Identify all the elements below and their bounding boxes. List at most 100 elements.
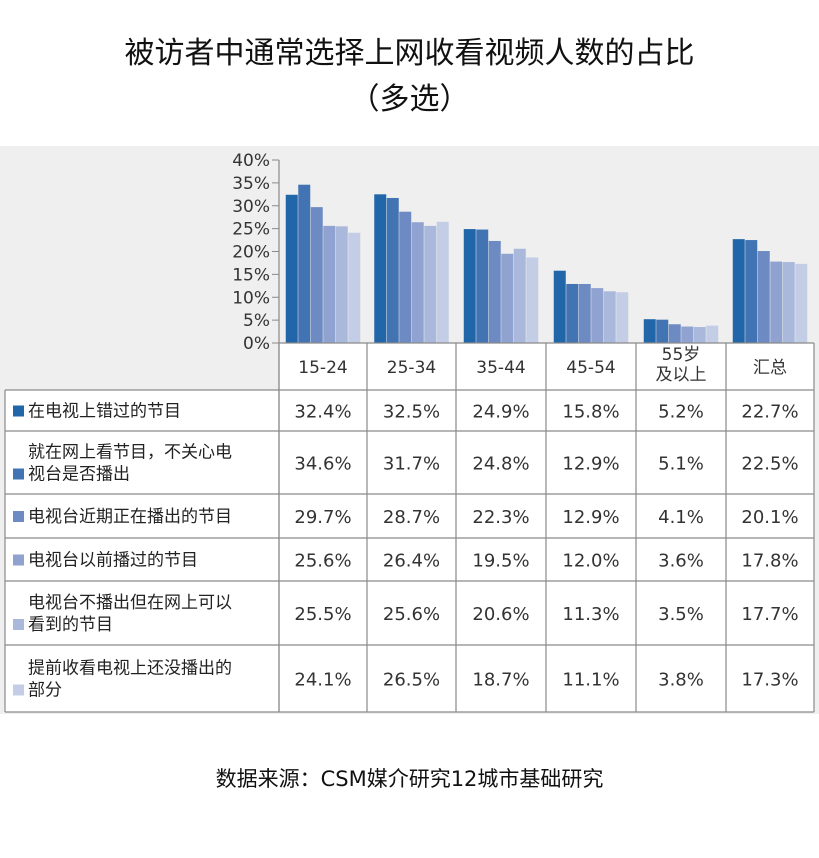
series-name-label: 电视台以前播过的节目 (28, 551, 198, 571)
data-cell-value: 12.9% (562, 454, 619, 475)
y-tick-label: 5% (243, 311, 270, 331)
data-cell-value: 3.5% (658, 604, 704, 625)
y-tick-label: 40% (232, 151, 270, 171)
bar (553, 270, 566, 343)
chart-title-line1: 被访者中通常选择上网收看视频人数的占比 (124, 36, 695, 71)
data-cell-value: 11.1% (562, 670, 619, 691)
data-cell-value: 24.1% (294, 670, 351, 691)
bar (782, 262, 795, 343)
y-tick-label: 0% (243, 334, 270, 354)
bar (643, 319, 656, 343)
bar (681, 326, 694, 343)
data-cell-value: 32.5% (383, 402, 440, 423)
x-category-label: 45-54 (566, 358, 615, 378)
source-note: 数据来源：CSM媒介研究12城市基础研究 (215, 767, 604, 791)
series-name-label: 看到的节目 (28, 615, 113, 635)
chart-title-line2: （多选） (349, 82, 470, 117)
x-category-label: 25-34 (387, 358, 436, 378)
series-name-label: 部分 (28, 681, 62, 701)
data-cell-value: 17.8% (741, 551, 798, 572)
chart-panel: 0% 5% 10% 15% 20% 25% 30% 35% 40% 15-24 25-34 35-44… (0, 146, 819, 714)
y-tick-label: 25% (232, 220, 270, 240)
bar (795, 263, 808, 343)
data-cell-value: 22.7% (741, 402, 798, 423)
bar (411, 222, 424, 343)
bar (374, 194, 387, 343)
series-name-label: 就在网上看节目，不关心电 (28, 443, 232, 463)
data-cell-value: 20.6% (472, 604, 529, 625)
bar (399, 211, 412, 343)
data-cell-value: 25.5% (294, 604, 351, 625)
bar (668, 324, 681, 343)
bar (323, 225, 336, 343)
legend-swatch (13, 619, 24, 630)
data-cell-value: 28.7% (383, 507, 440, 528)
bar (616, 292, 629, 343)
y-tick-label: 10% (232, 288, 270, 308)
legend-swatch (13, 468, 24, 480)
data-cell-value: 11.3% (562, 604, 619, 625)
data-cell-value: 25.6% (383, 604, 440, 625)
data-cell-value: 12.9% (562, 507, 619, 528)
data-cell-value: 26.5% (383, 670, 440, 691)
bar (591, 288, 604, 343)
data-cell-value: 17.7% (741, 604, 798, 625)
data-cell-value: 4.1% (658, 507, 704, 528)
data-cell-value: 31.7% (383, 454, 440, 475)
data-cell-value: 5.1% (658, 454, 704, 475)
data-cell-value: 18.7% (472, 670, 529, 691)
table-corner (5, 343, 279, 390)
bar (476, 229, 489, 343)
legend-swatch (13, 405, 24, 417)
data-cell-value: 22.5% (741, 454, 798, 475)
bar (745, 240, 758, 343)
bar (757, 251, 770, 343)
bar (298, 184, 311, 343)
data-cell-value: 24.8% (472, 454, 529, 475)
legend-swatch (13, 684, 24, 696)
x-category-label: 35-44 (476, 358, 525, 378)
series-name-label: 在电视上错过的节目 (28, 402, 181, 422)
data-cell-value: 19.5% (472, 551, 529, 572)
legend-swatch (13, 511, 24, 522)
bar (770, 261, 783, 343)
bar (706, 325, 719, 343)
data-cell-value: 3.6% (658, 551, 704, 572)
legend-swatch (13, 554, 24, 566)
bar (566, 283, 579, 343)
bar (526, 257, 539, 343)
data-cell-value: 34.6% (294, 454, 351, 475)
data-cell-value: 15.8% (562, 402, 619, 423)
data-cell-value: 17.3% (741, 670, 798, 691)
bar (285, 194, 298, 343)
x-category-label: 15-24 (298, 358, 347, 378)
bar (732, 239, 745, 343)
data-cell-value: 24.9% (472, 402, 529, 423)
bar (424, 225, 437, 343)
y-tick-label: 35% (232, 174, 270, 194)
data-cell-value: 32.4% (294, 402, 351, 423)
x-category-label: 及以上 (656, 365, 707, 385)
bar (310, 207, 323, 343)
series-name-label: 电视台近期正在播出的节目 (28, 507, 232, 527)
series-name-label: 视台是否播出 (28, 465, 130, 485)
data-cell-value: 25.6% (294, 551, 351, 572)
data-cell-value: 29.7% (294, 507, 351, 528)
bar (488, 240, 501, 343)
bar (335, 226, 348, 343)
bar (348, 232, 361, 343)
y-tick-label: 30% (232, 197, 270, 217)
y-tick-label: 20% (232, 243, 270, 263)
data-cell-value: 12.0% (562, 551, 619, 572)
bar (386, 197, 399, 343)
table-background (5, 343, 814, 712)
bar (656, 319, 669, 343)
bar (463, 229, 476, 343)
x-category-label: 汇总 (753, 358, 787, 378)
data-cell-value: 26.4% (383, 551, 440, 572)
bar (603, 291, 616, 343)
bar (436, 221, 449, 343)
series-name-label: 提前收看电视上还没播出的 (28, 659, 232, 679)
data-cell-value: 3.8% (658, 670, 704, 691)
data-cell-value: 22.3% (472, 507, 529, 528)
